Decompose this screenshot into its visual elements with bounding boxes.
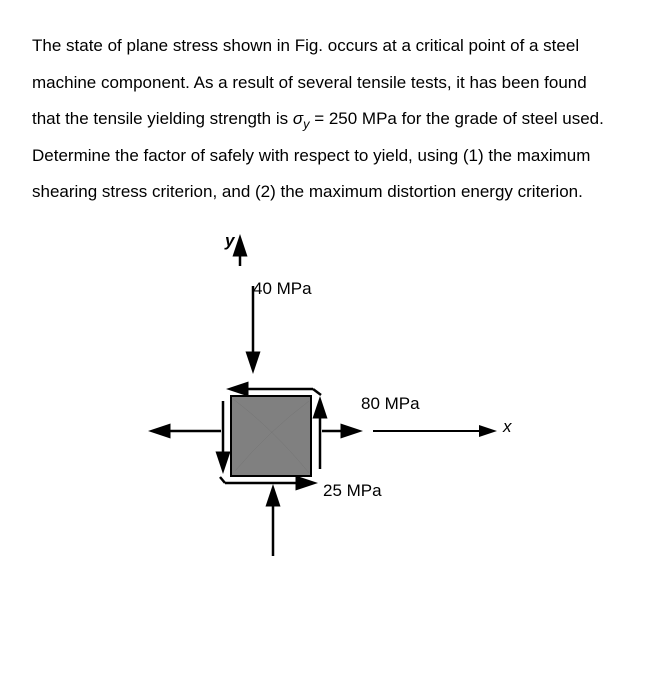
stress-top-label: 40 MPa	[253, 279, 312, 299]
stress-right-label: 80 MPa	[361, 394, 420, 414]
axis-x-label: x	[503, 417, 512, 437]
stress-shear-label: 25 MPa	[323, 481, 382, 501]
sigma-symbol: σ	[293, 109, 303, 128]
problem-statement: The state of plane stress shown in Fig. …	[32, 28, 614, 211]
stress-diagram-svg	[113, 231, 533, 591]
stress-figure: y 40 MPa 80 MPa x 25 MPa	[113, 231, 533, 591]
axis-y-label: y	[225, 231, 234, 251]
